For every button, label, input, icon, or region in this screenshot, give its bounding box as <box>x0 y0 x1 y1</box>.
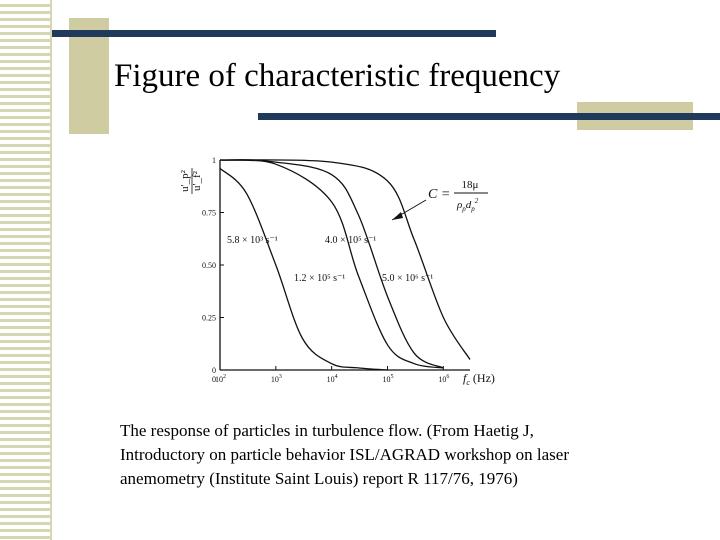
title-accent-block <box>69 18 109 134</box>
formula-denominator: ρpdp2 <box>456 197 479 213</box>
x-ticks: 102 103 104 105 106 0 <box>212 366 449 384</box>
series-label-4.0e5: 4.0 × 10⁵ s⁻¹ <box>325 235 376 246</box>
x-axis-label: fc (Hz) <box>463 371 495 387</box>
figure-caption: The response of particles in turbulence … <box>120 419 680 491</box>
series-curve-3 <box>219 159 471 360</box>
x-tick-label: 102 <box>215 374 226 384</box>
series-curve-1 <box>219 159 444 369</box>
x-origin-label: 0 <box>212 375 216 384</box>
series-label-5.8e3: 5.8 × 10³ s⁻¹ <box>227 235 278 246</box>
series-label-1.2e5: 1.2 × 10⁵ s⁻¹ <box>294 273 345 284</box>
y-tick-label: 0.25 <box>202 314 216 323</box>
x-tick-label: 104 <box>327 374 338 384</box>
x-tick-label: 103 <box>271 374 282 384</box>
decorative-stripes <box>0 0 50 540</box>
response-curves <box>219 159 471 371</box>
response-chart: 0 0.25 0.50 0.75 1 102 103 104 105 106 0 u'_p² u'… <box>179 156 495 387</box>
title-bar-bottom <box>258 113 720 120</box>
series-curve-2 <box>219 159 444 369</box>
caption-line-2: Introductory on particle behavior ISL/AG… <box>120 445 569 464</box>
y-tick-label: 0 <box>212 366 216 375</box>
series-label-5.0e6: 5.0 × 10⁶ s⁻¹ <box>382 273 433 284</box>
y-axis-label-denominator: u'_f² <box>191 170 203 191</box>
formula-numerator: 18μ <box>462 179 479 191</box>
formula-annotation: C = 18μ ρpdp2 <box>391 179 488 221</box>
page-title: Figure of characteristic frequency <box>114 58 561 94</box>
formula-lhs: C = <box>428 187 450 202</box>
formula-arrowhead <box>392 212 403 220</box>
left-divider <box>50 0 52 540</box>
y-tick-label: 0.75 <box>202 209 216 218</box>
series-curve-0 <box>219 167 388 371</box>
title-bar-top <box>52 30 496 37</box>
caption-line-1: The response of particles in turbulence … <box>120 421 534 440</box>
y-tick-label: 0.50 <box>202 261 216 270</box>
x-tick-label: 105 <box>383 374 394 384</box>
y-axis-label-numerator: u'_p² <box>179 169 191 191</box>
x-tick-label: 106 <box>438 374 449 384</box>
y-ticks: 0 0.25 0.50 0.75 1 <box>202 156 224 375</box>
caption-line-3: anemometry (Institute Saint Louis) repor… <box>120 469 518 488</box>
y-tick-label: 1 <box>212 156 216 165</box>
